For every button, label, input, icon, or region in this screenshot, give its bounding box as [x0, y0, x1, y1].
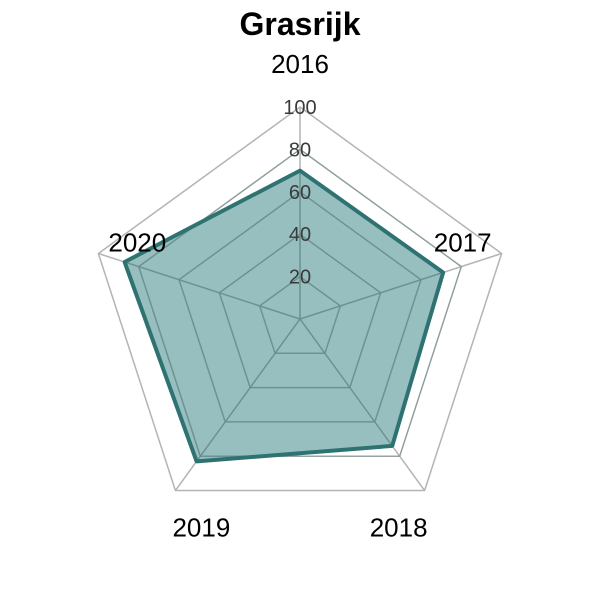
tick-label: 100 — [283, 97, 316, 119]
grid-spoke-overlay-2020 — [124, 261, 301, 320]
radar-series-layer — [122, 148, 463, 464]
series-line — [122, 168, 446, 464]
chart-title: Grasrijk — [239, 6, 361, 42]
grid-spoke-overlay-2019 — [196, 318, 301, 462]
grid-ring-100 — [97, 106, 503, 492]
tick-label: 80 — [289, 139, 311, 161]
axis-label-2020: 2020 — [108, 227, 166, 257]
grid-spoke-overlay-2017 — [299, 271, 444, 320]
grid-ring-overlay-60 — [178, 191, 422, 423]
axis-label-2016: 2016 — [271, 49, 329, 79]
tick-label: 20 — [289, 267, 311, 289]
grid-ring-overlay-80 — [137, 148, 463, 457]
grid-ring-overlay-40 — [218, 233, 382, 389]
radar-tick-labels: 20 40 60 80 100 — [283, 97, 316, 289]
tick-label: 60 — [289, 182, 311, 204]
grid-ring-overlay-20 — [258, 275, 342, 354]
series-area — [124, 170, 444, 462]
axis-label-2018: 2018 — [370, 513, 428, 543]
grid-spoke-overlay-2018 — [299, 318, 393, 447]
radar-axis-labels: 2016 2017 2018 2019 2020 — [108, 49, 491, 543]
tick-label: 40 — [289, 224, 311, 246]
axis-label-2019: 2019 — [172, 513, 230, 543]
axis-label-2017: 2017 — [434, 227, 492, 257]
